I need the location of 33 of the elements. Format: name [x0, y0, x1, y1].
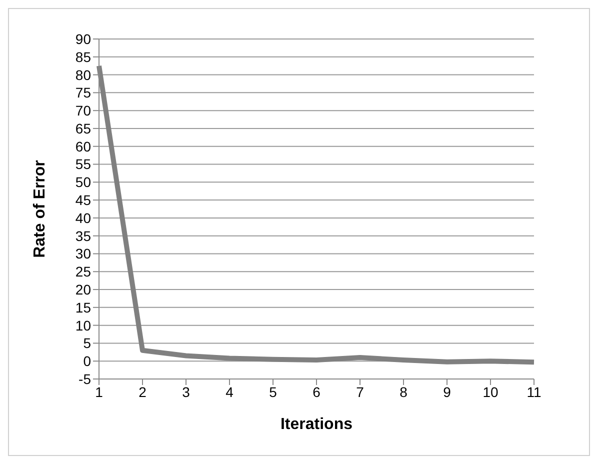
y-axis-title: Rate of Error [32, 160, 49, 258]
y-tick-label: 75 [75, 84, 92, 101]
y-tick-label: 45 [75, 192, 92, 208]
x-tick-label: 11 [526, 384, 542, 400]
x-tick-label: 10 [482, 384, 498, 400]
y-tick-label: 0 [83, 353, 92, 370]
x-tick-label: 3 [182, 384, 190, 400]
y-tick-label: 40 [75, 210, 92, 226]
x-tick-label: 8 [400, 384, 408, 400]
x-tick-label: 5 [269, 384, 278, 400]
y-tick-label: 50 [75, 174, 92, 190]
y-tick-label: 10 [75, 317, 92, 334]
y-tick-label: 60 [75, 138, 92, 154]
y-tick-label: 90 [75, 30, 92, 47]
x-tick-label: 7 [356, 384, 364, 400]
y-tick-label: 30 [75, 246, 92, 262]
x-tick-label: 2 [138, 384, 147, 400]
x-tick-label: 1 [95, 384, 104, 400]
x-axis-title: Iterations [280, 416, 353, 433]
x-tick-label: 6 [312, 384, 321, 400]
y-tick-label: 70 [75, 102, 92, 119]
y-tick-label: 55 [75, 156, 92, 172]
x-tick-label: 4 [226, 384, 234, 400]
y-tick-label: 65 [75, 120, 92, 136]
y-tick-label: -5 [78, 370, 92, 387]
x-tick-label: 9 [443, 384, 452, 400]
y-tick-label: 35 [75, 228, 92, 244]
y-tick-label: 80 [75, 66, 92, 83]
y-tick-label: 5 [83, 335, 92, 352]
y-tick-label: 85 [75, 48, 92, 65]
y-tick-label: 25 [75, 264, 92, 280]
y-tick-label: 15 [75, 299, 92, 316]
y-tick-label: 20 [75, 281, 92, 298]
